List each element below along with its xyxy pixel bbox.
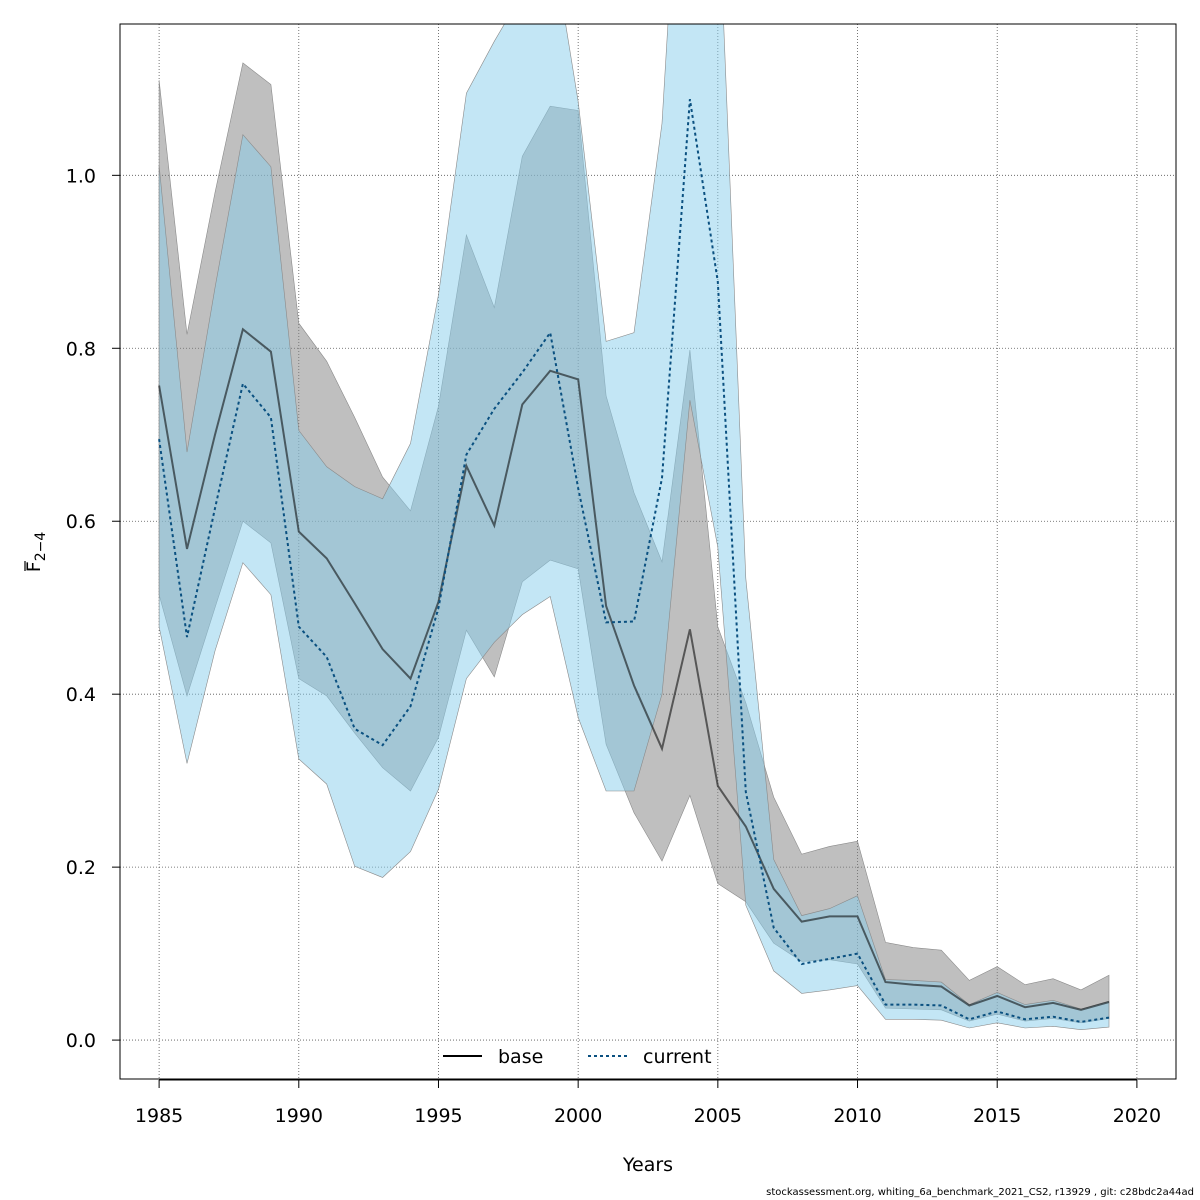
x-tick-label: 1990 — [275, 1105, 323, 1127]
y-tick-label: 1.0 — [66, 165, 96, 187]
axes: 1985 1990 1995 2000 2005 2010 2015 2020 0.0 0.2 0.… — [66, 165, 1161, 1127]
y-axis-title: F2−4 — [23, 532, 49, 573]
y-tick-label: 0.8 — [66, 338, 96, 360]
band-current — [158, 24, 1110, 1031]
y-tick-label: 0.6 — [66, 511, 96, 533]
legend-label-current: current — [643, 1046, 712, 1068]
x-tick-label: 2010 — [833, 1105, 881, 1127]
line-base — [158, 327, 1110, 1011]
x-tick-label: 2015 — [973, 1105, 1021, 1127]
series-lines — [158, 99, 1110, 1023]
x-tick-label: 2000 — [554, 1105, 602, 1127]
line-current — [158, 99, 1110, 1023]
x-axis-title: Years — [622, 1154, 673, 1176]
legend: base current — [443, 1046, 712, 1068]
credit-text: stockassessment.org, whiting_6a_benchmar… — [766, 1187, 1194, 1198]
x-tick-label: 2005 — [694, 1105, 742, 1127]
y-tick-label: 0.4 — [66, 684, 96, 706]
y-tick-label: 0.0 — [66, 1030, 96, 1052]
x-tick-label: 1995 — [414, 1105, 462, 1127]
y-tick-label: 0.2 — [66, 857, 96, 879]
x-tick-label: 1985 — [135, 1105, 183, 1127]
y-axis-title-sub: 2−4 — [33, 532, 49, 562]
legend-label-base: base — [498, 1046, 543, 1068]
x-tick-label: 2020 — [1113, 1105, 1161, 1127]
svg-text:F2−4: F2−4 — [23, 532, 49, 573]
y-axis-title-main: F — [23, 561, 45, 572]
confidence-bands — [158, 24, 1110, 1031]
